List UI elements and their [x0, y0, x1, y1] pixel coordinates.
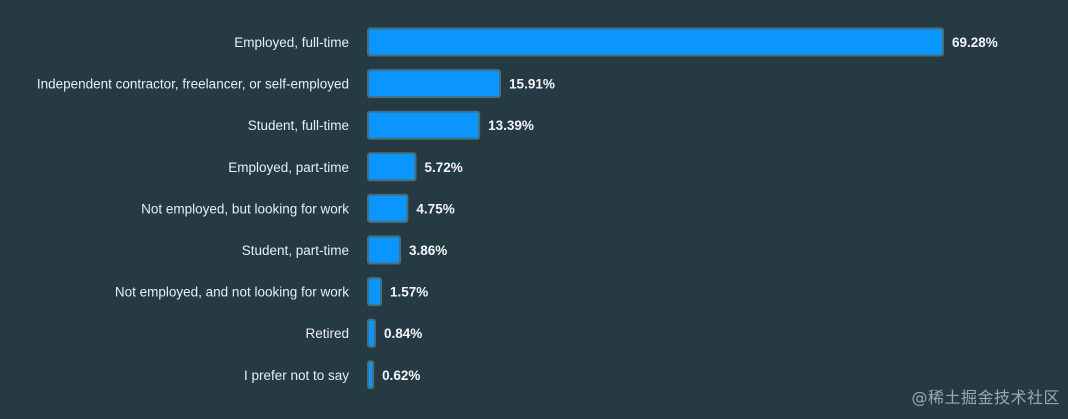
value-label: 3.86% — [409, 243, 447, 258]
value-label: 13.39% — [488, 118, 534, 133]
bar — [368, 112, 479, 139]
bar — [368, 361, 373, 388]
category-label: Independent contractor, freelancer, or s… — [37, 77, 349, 92]
category-label: Not employed, but looking for work — [141, 201, 349, 216]
bar — [368, 278, 381, 305]
watermark-text: @稀土掘金技术社区 — [911, 384, 1060, 408]
category-label: Student, part-time — [242, 243, 349, 258]
value-label: 0.84% — [384, 326, 422, 341]
bar — [368, 153, 415, 180]
bar — [368, 320, 375, 347]
category-label: Retired — [305, 326, 349, 341]
value-label: 69.28% — [952, 35, 998, 50]
bar — [368, 195, 407, 222]
value-label: 1.57% — [390, 285, 428, 300]
category-label: Not employed, and not looking for work — [115, 285, 349, 300]
bar — [368, 29, 943, 56]
value-label: 5.72% — [424, 160, 462, 175]
category-label: Employed, part-time — [228, 160, 349, 175]
category-label: Employed, full-time — [234, 35, 349, 50]
value-label: 4.75% — [416, 201, 454, 216]
value-label: 15.91% — [509, 77, 555, 92]
value-label: 0.62% — [382, 368, 420, 383]
bar — [368, 237, 400, 264]
category-label: Student, full-time — [248, 118, 349, 133]
category-label: I prefer not to say — [244, 368, 349, 383]
bar — [368, 70, 500, 97]
